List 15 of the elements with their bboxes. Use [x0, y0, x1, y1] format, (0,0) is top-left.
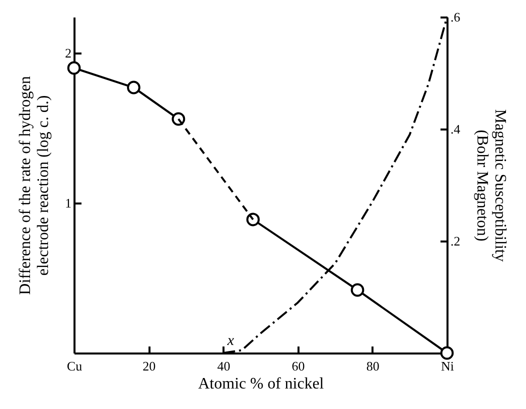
x-tick-label: Cu	[66, 358, 83, 374]
y-axis-title: Difference of the rate of hydrogen electrode reaction (log c. d.)	[17, 76, 52, 295]
y2-tick-label: .6	[450, 10, 461, 24]
x-tick-label: 60	[292, 358, 305, 374]
x-tick-label: 80	[366, 358, 380, 374]
x-tick-label: 40	[217, 358, 230, 374]
annotation: x	[226, 333, 234, 349]
x-tick-label: 20	[142, 358, 156, 374]
y-tick-label: 2	[65, 46, 72, 60]
x-axis-title: Atomic % of nickel	[198, 376, 324, 392]
x-tick-label: Ni	[441, 358, 454, 374]
y2-tick-label: .4	[450, 122, 461, 136]
y2-axis-title: Magnetic Susceptibility (Bohr Magneton)	[473, 109, 508, 262]
y2-tick-label: .2	[450, 234, 460, 248]
y-tick-label: 1	[65, 196, 72, 210]
